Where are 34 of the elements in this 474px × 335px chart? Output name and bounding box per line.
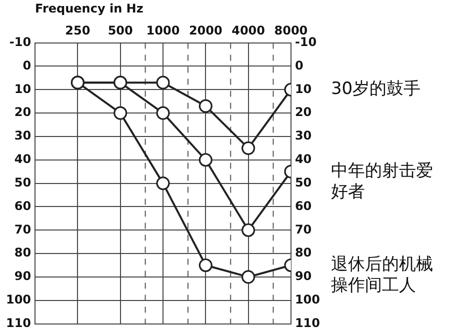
y2-tick-label: 40 xyxy=(294,152,312,166)
y2-tick-label: 30 xyxy=(294,128,312,143)
text: 30岁的鼓手 xyxy=(330,79,421,100)
text: 中年的射击爱好者 xyxy=(330,161,433,202)
y2-tick-label: 110 xyxy=(294,316,320,330)
y-tick-label: 60 xyxy=(14,198,32,213)
y2-tick-label: 10 xyxy=(294,82,312,96)
y-tick-label: 80 xyxy=(14,246,32,260)
y-tick-label: 90 xyxy=(14,269,32,284)
y2-tick-label: 70 xyxy=(294,222,312,236)
x-tick-label: 1000 xyxy=(146,24,180,38)
y-tick-label: 50 xyxy=(14,175,32,190)
text: 退休后的机械操作间工人 xyxy=(330,254,433,296)
y-tick-label: 70 xyxy=(14,222,32,236)
y2-tick-label: 20 xyxy=(294,105,312,120)
y-tick-label: 30 xyxy=(14,128,32,143)
y-tick-label: 110 xyxy=(6,316,32,330)
y2-tick-label: 80 xyxy=(294,246,312,260)
x-axis-title: Frequency in Hz xyxy=(35,1,144,16)
x-tick-label: 250 xyxy=(65,24,90,38)
y2-tick-label: 100 xyxy=(294,292,320,307)
y-tick-label: 20 xyxy=(14,105,32,120)
y-tick-label: -10 xyxy=(9,34,32,49)
x-tick-label: 4000 xyxy=(232,24,266,38)
y2-tick-label: 90 xyxy=(294,269,312,284)
x-tick-label: 2000 xyxy=(188,24,222,38)
y2-tick-label: 50 xyxy=(294,175,312,190)
y-tick-label: 10 xyxy=(14,82,32,96)
y2-tick-label: 60 xyxy=(294,198,312,213)
y-tick-label: 40 xyxy=(14,152,32,166)
y-tick-label: 100 xyxy=(6,292,32,307)
x-tick-label: 500 xyxy=(108,24,133,38)
y2-tick-label: 0 xyxy=(294,58,304,72)
y-tick-label: 0 xyxy=(22,58,32,72)
